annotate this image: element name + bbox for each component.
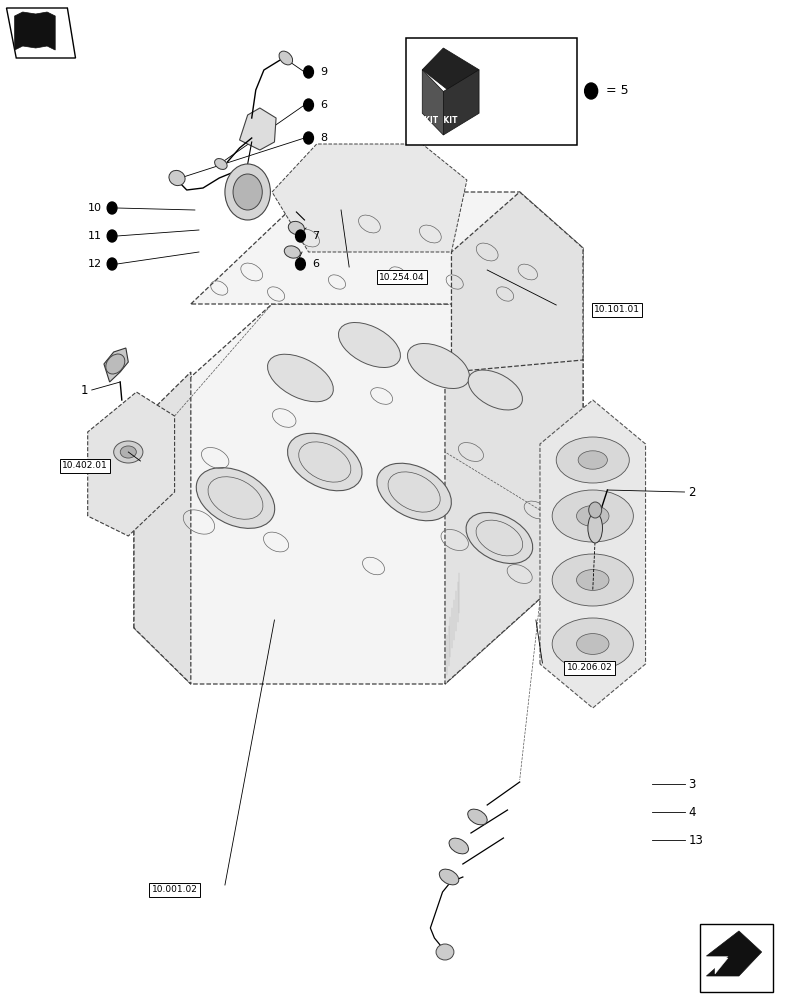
Ellipse shape <box>279 51 292 65</box>
Ellipse shape <box>587 513 602 543</box>
Ellipse shape <box>267 354 333 402</box>
Text: 10.402.01: 10.402.01 <box>62 462 108 471</box>
Ellipse shape <box>576 634 608 654</box>
Circle shape <box>233 174 262 210</box>
Circle shape <box>295 230 305 242</box>
Text: = 5: = 5 <box>605 85 628 98</box>
Text: 8: 8 <box>320 133 327 143</box>
Polygon shape <box>104 348 128 382</box>
Text: 6: 6 <box>320 100 327 110</box>
Ellipse shape <box>287 433 362 491</box>
Polygon shape <box>6 8 75 58</box>
Ellipse shape <box>588 502 601 518</box>
Polygon shape <box>714 958 727 974</box>
Bar <box>406 38 576 145</box>
Text: 12: 12 <box>88 259 102 269</box>
Bar <box>699 924 772 992</box>
Polygon shape <box>706 931 761 976</box>
Text: 7: 7 <box>311 231 319 241</box>
Ellipse shape <box>468 370 521 410</box>
Text: 2: 2 <box>688 486 695 498</box>
Ellipse shape <box>551 618 633 670</box>
Ellipse shape <box>439 869 458 885</box>
Text: 10.001.02: 10.001.02 <box>152 886 197 894</box>
Text: 9: 9 <box>320 67 327 77</box>
Polygon shape <box>239 108 276 150</box>
Polygon shape <box>272 144 466 252</box>
Ellipse shape <box>214 159 227 169</box>
Circle shape <box>107 258 117 270</box>
Text: KIT  KIT: KIT KIT <box>423 116 457 125</box>
Circle shape <box>303 132 313 144</box>
Polygon shape <box>422 70 443 135</box>
Polygon shape <box>134 304 582 684</box>
Ellipse shape <box>105 354 125 374</box>
Text: 6: 6 <box>311 259 319 269</box>
Circle shape <box>225 164 270 220</box>
Ellipse shape <box>556 437 629 483</box>
Circle shape <box>303 66 313 78</box>
Polygon shape <box>191 192 582 360</box>
Ellipse shape <box>436 944 453 960</box>
Polygon shape <box>539 400 645 708</box>
Circle shape <box>295 258 305 270</box>
Ellipse shape <box>338 323 400 367</box>
Text: 10.101.01: 10.101.01 <box>594 306 639 314</box>
Text: 13: 13 <box>688 834 702 846</box>
Ellipse shape <box>466 512 532 564</box>
Text: 10.206.02: 10.206.02 <box>566 664 611 672</box>
Ellipse shape <box>114 441 143 463</box>
Text: 11: 11 <box>88 231 102 241</box>
Ellipse shape <box>448 838 468 854</box>
Ellipse shape <box>551 490 633 542</box>
Ellipse shape <box>577 451 607 469</box>
Text: 4: 4 <box>688 806 695 818</box>
Ellipse shape <box>407 344 469 388</box>
Polygon shape <box>422 48 478 92</box>
Polygon shape <box>88 392 174 536</box>
Ellipse shape <box>284 246 300 258</box>
Ellipse shape <box>551 554 633 606</box>
Ellipse shape <box>376 463 451 521</box>
Text: 1: 1 <box>80 383 88 396</box>
Circle shape <box>303 99 313 111</box>
Text: 10: 10 <box>88 203 102 213</box>
Polygon shape <box>444 304 582 684</box>
Ellipse shape <box>169 170 185 186</box>
Ellipse shape <box>120 446 136 458</box>
Polygon shape <box>134 372 191 684</box>
Polygon shape <box>443 70 478 135</box>
Circle shape <box>107 202 117 214</box>
Ellipse shape <box>576 570 608 590</box>
Ellipse shape <box>576 506 608 526</box>
Text: 10.254.04: 10.254.04 <box>379 272 424 282</box>
Polygon shape <box>451 192 582 372</box>
Circle shape <box>584 83 597 99</box>
Polygon shape <box>15 12 55 50</box>
Ellipse shape <box>288 221 304 235</box>
Ellipse shape <box>196 468 274 528</box>
Text: 3: 3 <box>688 778 695 790</box>
Ellipse shape <box>467 809 487 825</box>
Circle shape <box>107 230 117 242</box>
